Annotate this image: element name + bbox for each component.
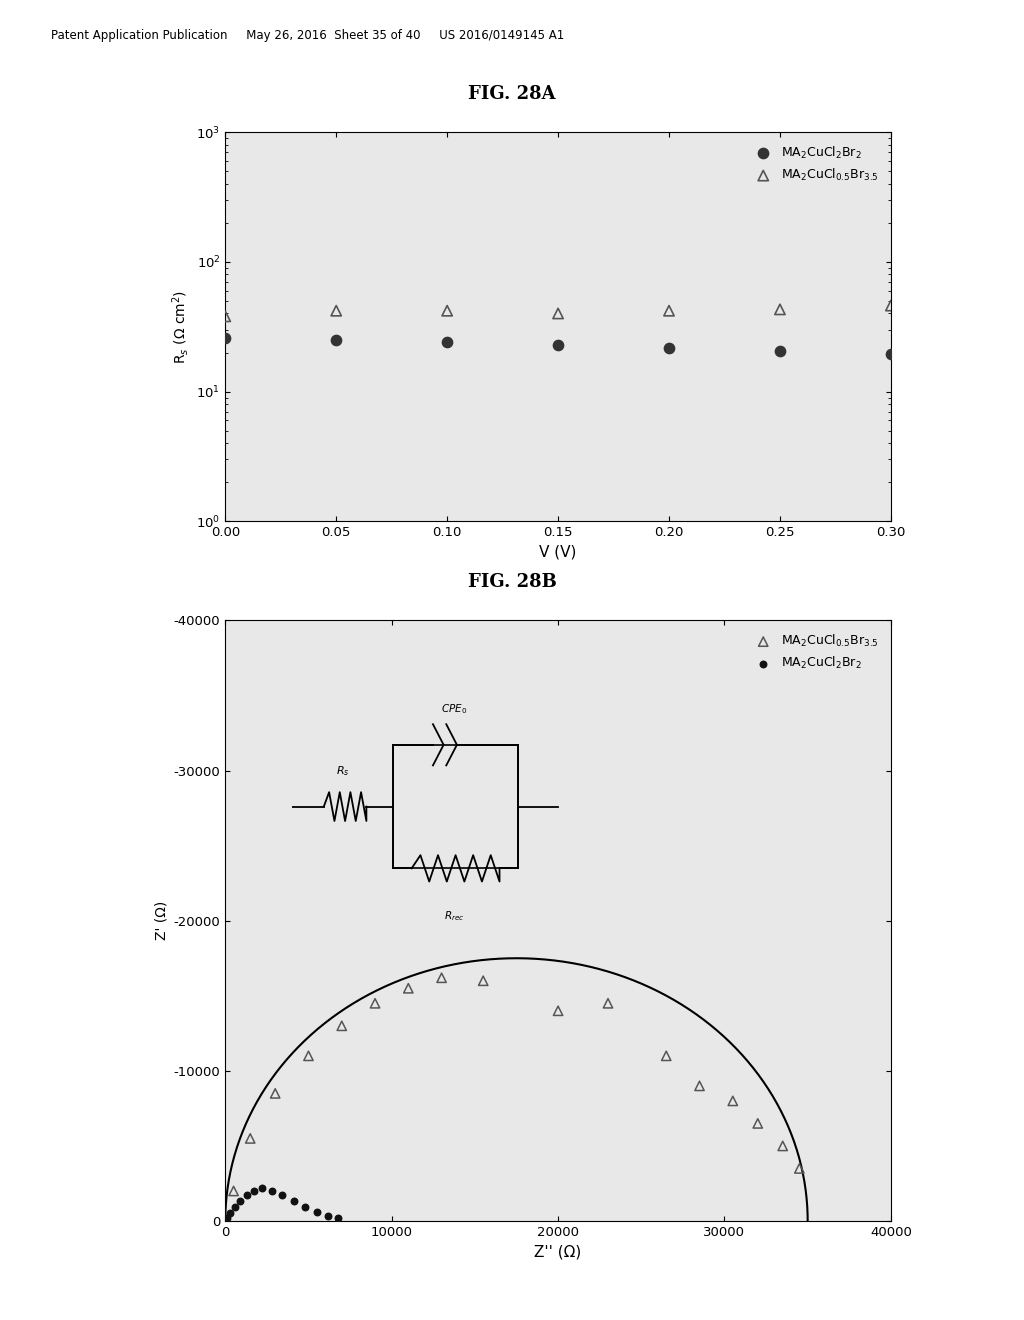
MA$_2$CuCl$_2$Br$_2$ xyxy=(439,331,456,352)
X-axis label: V (V): V (V) xyxy=(540,545,577,560)
Text: Patent Application Publication     May 26, 2016  Sheet 35 of 40     US 2016/0149: Patent Application Publication May 26, 2… xyxy=(51,29,564,42)
MA$_2$CuCl$_{0.5}$Br$_{3.5}$ xyxy=(400,978,417,999)
MA$_2$CuCl$_{0.5}$Br$_{3.5}$ xyxy=(225,1180,242,1201)
MA$_2$CuCl$_2$Br$_2$ xyxy=(219,1208,236,1229)
MA$_2$CuCl$_2$Br$_2$ xyxy=(232,1191,249,1212)
MA$_2$CuCl$_2$Br$_2$ xyxy=(550,334,566,355)
MA$_2$CuCl$_2$Br$_2$ xyxy=(328,330,344,351)
MA$_2$CuCl$_{0.5}$Br$_{3.5}$ xyxy=(334,1015,350,1036)
MA$_2$CuCl$_{0.5}$Br$_{3.5}$ xyxy=(660,300,677,321)
Legend: MA$_2$CuCl$_{0.5}$Br$_{3.5}$, MA$_2$CuCl$_2$Br$_2$: MA$_2$CuCl$_{0.5}$Br$_{3.5}$, MA$_2$CuCl… xyxy=(744,627,885,677)
MA$_2$CuCl$_{0.5}$Br$_{3.5}$ xyxy=(300,1045,316,1067)
MA$_2$CuCl$_{0.5}$Br$_{3.5}$ xyxy=(475,970,492,991)
MA$_2$CuCl$_2$Br$_2$ xyxy=(254,1177,270,1199)
MA$_2$CuCl$_2$Br$_2$ xyxy=(321,1205,337,1226)
MA$_2$CuCl$_{0.5}$Br$_{3.5}$ xyxy=(774,1135,791,1156)
Text: FIG. 28B: FIG. 28B xyxy=(468,573,556,591)
MA$_2$CuCl$_{0.5}$Br$_{3.5}$ xyxy=(550,302,566,323)
MA$_2$CuCl$_{0.5}$Br$_{3.5}$ xyxy=(691,1076,708,1097)
MA$_2$CuCl$_{0.5}$Br$_{3.5}$ xyxy=(658,1045,675,1067)
MA$_2$CuCl$_2$Br$_2$ xyxy=(222,1203,239,1224)
MA$_2$CuCl$_{0.5}$Br$_{3.5}$ xyxy=(750,1113,766,1134)
MA$_2$CuCl$_{0.5}$Br$_{3.5}$ xyxy=(242,1127,258,1148)
MA$_2$CuCl$_2$Br$_2$ xyxy=(330,1208,346,1229)
MA$_2$CuCl$_{0.5}$Br$_{3.5}$ xyxy=(600,993,616,1014)
MA$_2$CuCl$_2$Br$_2$ xyxy=(227,1197,244,1218)
MA$_2$CuCl$_{0.5}$Br$_{3.5}$ xyxy=(883,294,899,315)
MA$_2$CuCl$_{0.5}$Br$_{3.5}$ xyxy=(217,306,233,327)
MA$_2$CuCl$_{0.5}$Br$_{3.5}$ xyxy=(725,1090,741,1111)
MA$_2$CuCl$_2$Br$_2$ xyxy=(286,1191,302,1212)
Y-axis label: R$_s$ (Ω cm$^2$): R$_s$ (Ω cm$^2$) xyxy=(170,289,190,364)
MA$_2$CuCl$_2$Br$_2$ xyxy=(246,1180,262,1201)
MA$_2$CuCl$_{0.5}$Br$_{3.5}$ xyxy=(433,968,450,989)
MA$_2$CuCl$_{0.5}$Br$_{3.5}$ xyxy=(367,993,383,1014)
Y-axis label: Z' (Ω): Z' (Ω) xyxy=(155,902,168,940)
MA$_2$CuCl$_{0.5}$Br$_{3.5}$ xyxy=(792,1158,808,1179)
MA$_2$CuCl$_2$Br$_2$ xyxy=(217,327,233,348)
MA$_2$CuCl$_{0.5}$Br$_{3.5}$ xyxy=(267,1082,284,1104)
MA$_2$CuCl$_2$Br$_2$ xyxy=(883,343,899,364)
MA$_2$CuCl$_{0.5}$Br$_{3.5}$ xyxy=(439,300,456,321)
MA$_2$CuCl$_{0.5}$Br$_{3.5}$ xyxy=(550,1001,566,1022)
MA$_2$CuCl$_2$Br$_2$ xyxy=(273,1185,290,1206)
MA$_2$CuCl$_2$Br$_2$ xyxy=(772,341,788,362)
MA$_2$CuCl$_2$Br$_2$ xyxy=(660,338,677,359)
MA$_2$CuCl$_2$Br$_2$ xyxy=(297,1197,313,1218)
Legend: MA$_2$CuCl$_2$Br$_2$, MA$_2$CuCl$_{0.5}$Br$_{3.5}$: MA$_2$CuCl$_2$Br$_2$, MA$_2$CuCl$_{0.5}$… xyxy=(744,139,885,189)
MA$_2$CuCl$_{0.5}$Br$_{3.5}$ xyxy=(328,300,344,321)
MA$_2$CuCl$_2$Br$_2$ xyxy=(308,1201,325,1222)
Text: FIG. 28A: FIG. 28A xyxy=(468,84,556,103)
MA$_2$CuCl$_{0.5}$Br$_{3.5}$ xyxy=(772,298,788,319)
MA$_2$CuCl$_2$Br$_2$ xyxy=(264,1180,281,1201)
MA$_2$CuCl$_2$Br$_2$ xyxy=(239,1185,255,1206)
X-axis label: Z'' (Ω): Z'' (Ω) xyxy=(535,1245,582,1259)
